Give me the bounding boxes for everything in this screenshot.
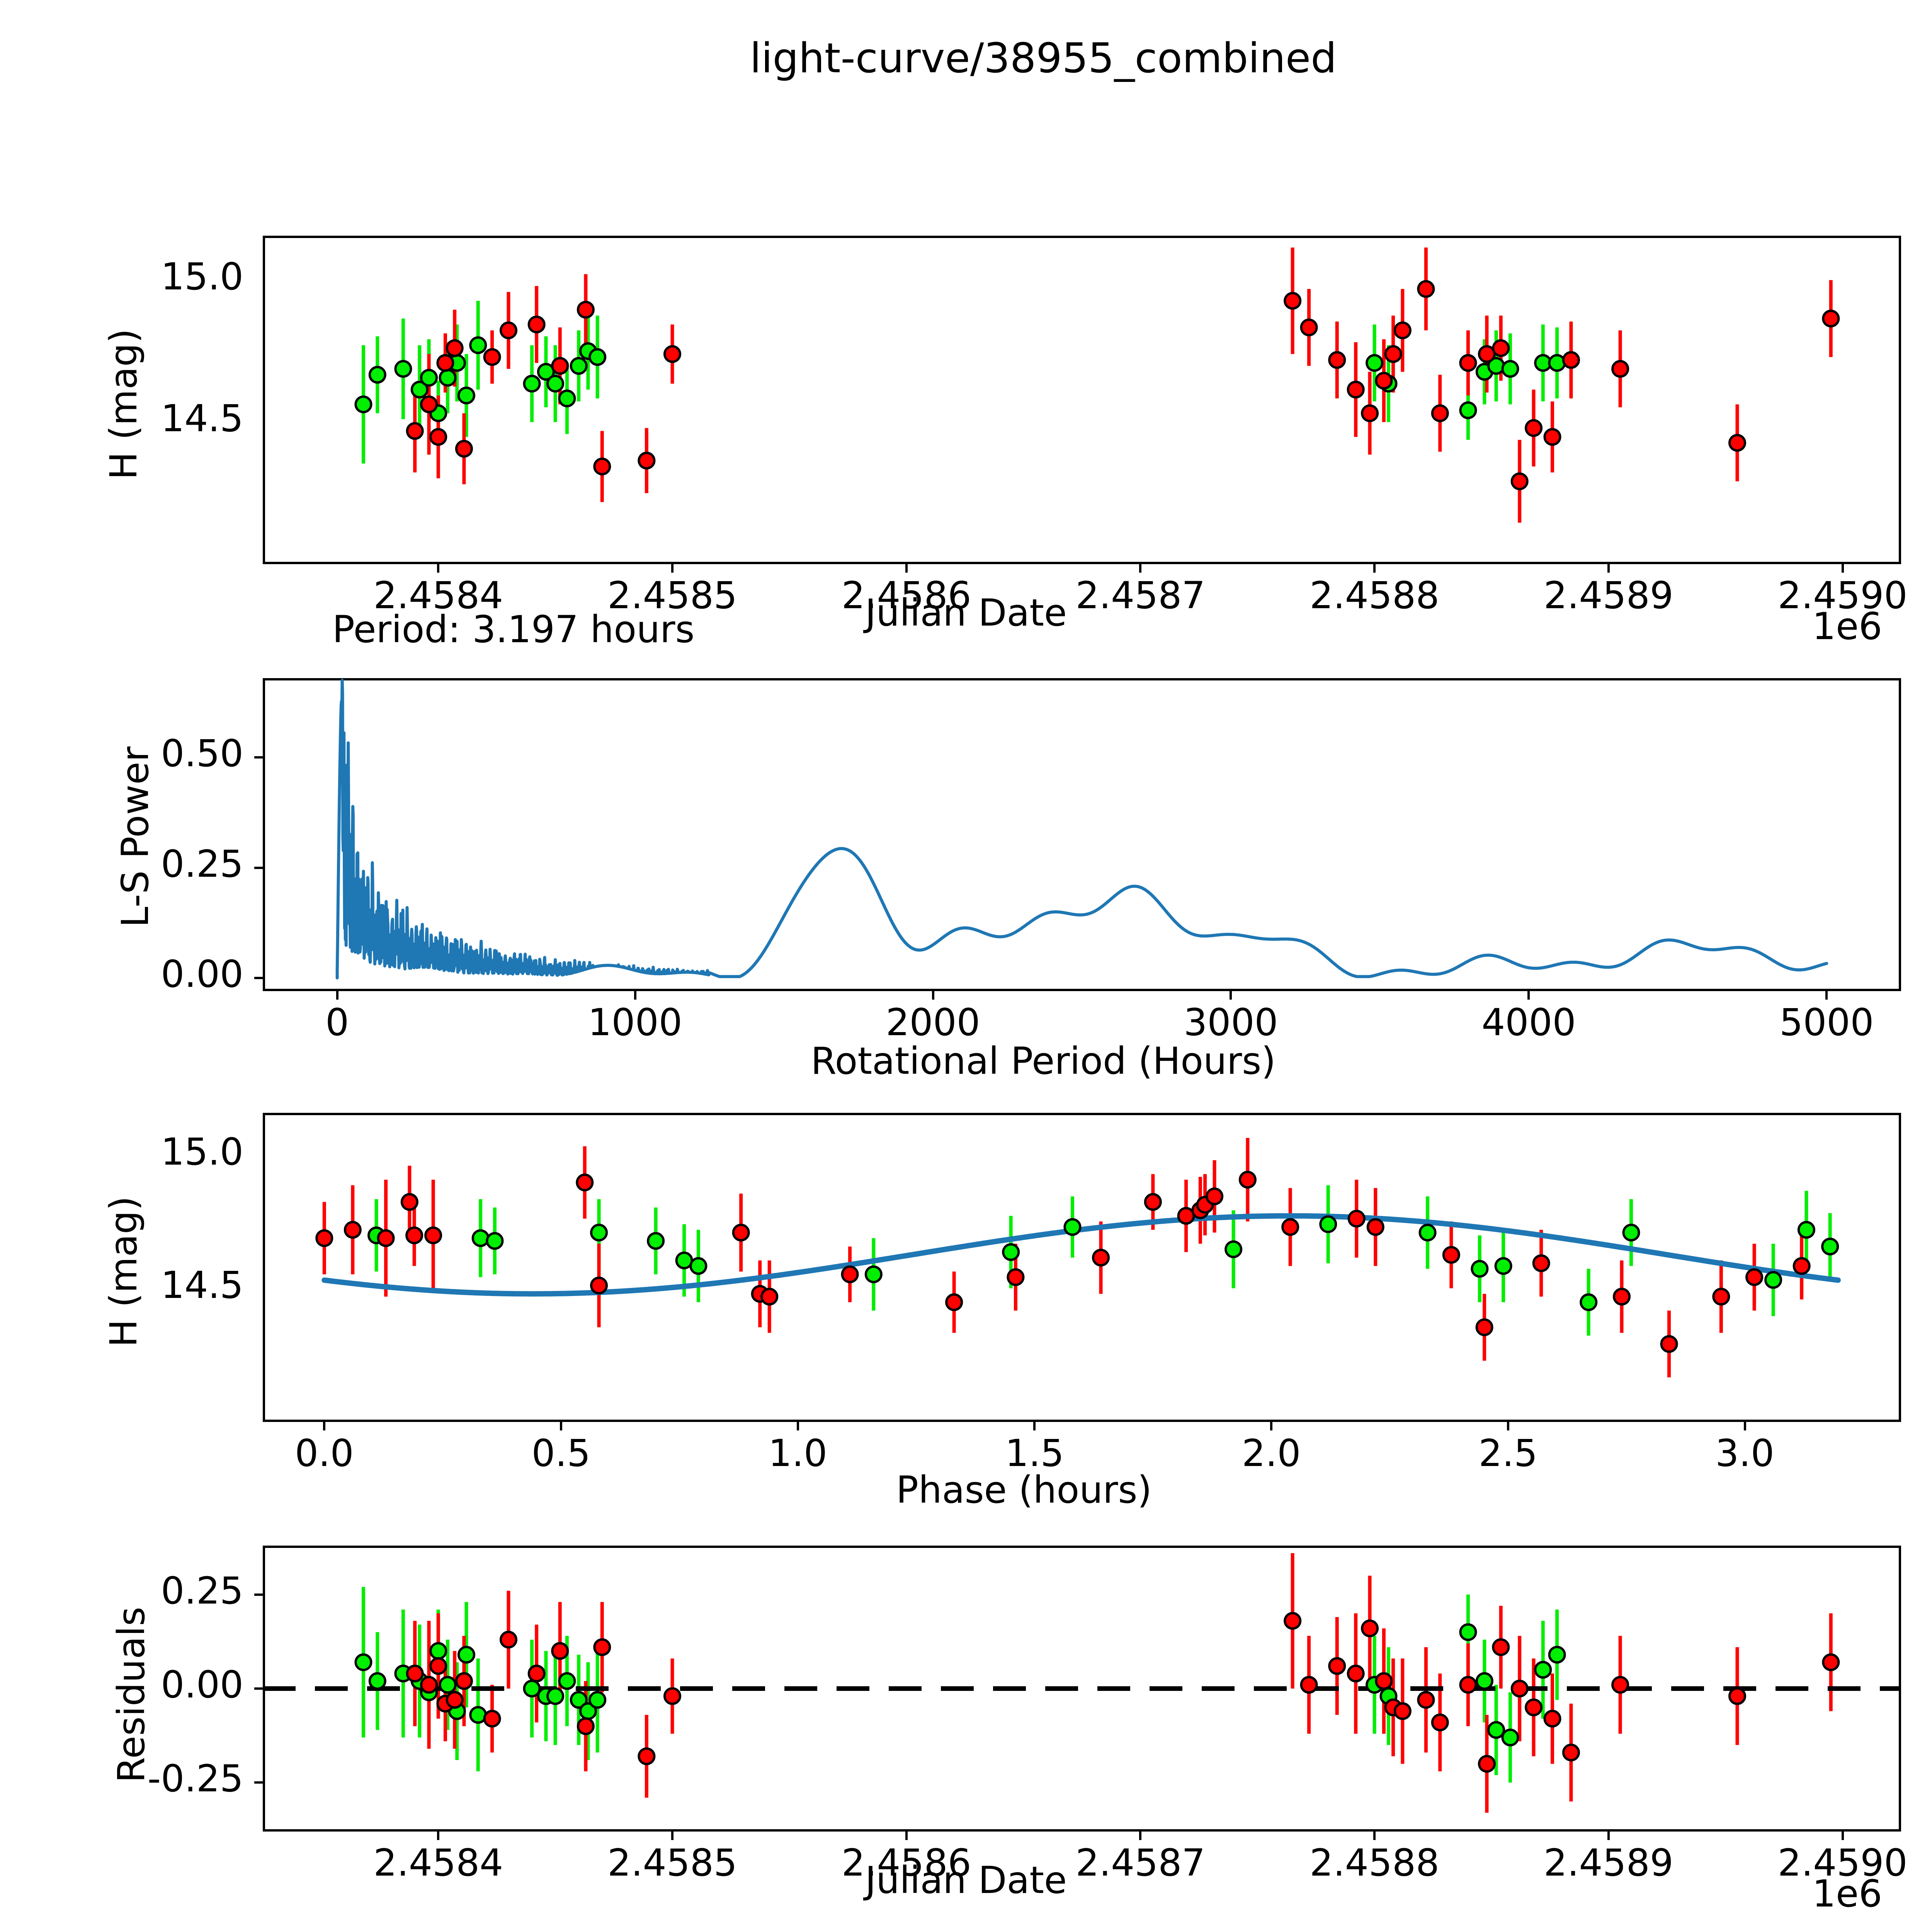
x-tick-label: 2.4584 [373,574,503,617]
x-tick-label: 2.4585 [607,1841,737,1884]
x-tick-label: 0.0 [294,1432,354,1475]
x-tick-mark [796,1422,799,1430]
x-tick-mark [560,1422,563,1430]
x-tick-mark [437,564,440,573]
panel2-plot-area [335,679,1828,980]
panel1-plot-area [354,247,1840,523]
x-tick-label: 1.0 [768,1432,828,1475]
panel-phase-folded [263,1113,1901,1422]
y-tick-label: 0.25 [161,842,243,886]
x-tick-mark [1607,564,1610,573]
panel3-axes-frame [263,1113,1901,1422]
x-tick-mark [905,564,908,573]
x-tick-mark [1270,1422,1273,1430]
x-tick-label: 2.4589 [1543,574,1673,617]
panel1-x-axis-label: Julian Date [865,591,1067,634]
x-tick-label: 2.4590 [1777,1841,1908,1884]
x-tick-mark [1230,991,1232,1000]
x-tick-mark [1139,1832,1142,1840]
x-tick-mark [1841,1832,1844,1840]
y-tick-mark [254,976,263,979]
x-tick-mark [1527,991,1530,1000]
panel2-y-axis-label: L-S Power [114,746,157,928]
panel3-plot-area [315,1138,1841,1378]
x-tick-label: 2.4586 [841,574,971,617]
panel4-plot-area [263,1553,1901,1813]
x-tick-label: 2.4586 [841,1841,971,1884]
y-tick-label: 0.00 [161,952,243,996]
panel4-x-offset-text: 1e6 [1812,1872,1883,1915]
x-tick-label: 1.5 [1005,1432,1064,1475]
y-tick-mark [254,1781,263,1784]
x-tick-label: 2.4588 [1310,1841,1440,1884]
x-tick-mark [1033,1422,1036,1430]
panel3-y-tick-label: 14.5 [161,1264,243,1307]
x-tick-label: 2.4589 [1543,1841,1673,1884]
x-tick-label: 2.5 [1478,1432,1538,1475]
y-tick-mark [254,1593,263,1596]
x-tick-label: 3.0 [1715,1432,1774,1475]
x-tick-label: 1000 [588,1001,682,1044]
x-tick-mark [932,991,934,1000]
x-tick-mark [1139,564,1142,573]
x-tick-label: 2.4584 [373,1841,503,1884]
y-tick-label: 0.00 [161,1663,243,1706]
x-tick-label: 2.4588 [1310,574,1440,617]
x-tick-mark [1743,1422,1746,1430]
x-tick-mark [1825,991,1828,1000]
page-title: light-curve/38955_combined [750,34,1337,82]
x-tick-mark [1373,564,1376,573]
x-tick-label: 2.4587 [1075,1841,1206,1884]
panel1-y-tick-label: 15.0 [161,255,243,298]
x-tick-mark [1607,1832,1610,1840]
x-tick-label: 2.4590 [1777,574,1908,617]
x-tick-label: 2.0 [1242,1432,1301,1475]
x-tick-mark [634,991,636,1000]
y-tick-mark [254,756,263,759]
x-tick-mark [1373,1832,1376,1840]
panel4-x-axis-label: Julian Date [865,1859,1067,1902]
x-tick-label: 2000 [886,1001,980,1044]
period-annotation: Period: 3.197 hours [332,608,695,651]
x-tick-mark [1507,1422,1509,1430]
x-tick-mark [1841,564,1844,573]
panel3-x-axis-label: Phase (hours) [896,1468,1152,1512]
panel2-x-axis-label: Rotational Period (Hours) [811,1039,1276,1083]
y-tick-mark [254,1687,263,1690]
y-tick-label: 0.25 [161,1569,243,1612]
panel-light-curve [263,236,1901,564]
x-tick-mark [336,991,338,1000]
x-tick-mark [671,564,673,573]
x-tick-label: 0 [325,1001,349,1044]
panel1-x-offset-text: 1e6 [1812,605,1883,648]
x-tick-label: 2.4587 [1075,574,1206,617]
x-tick-label: 4000 [1481,1001,1576,1044]
x-tick-mark [437,1832,440,1840]
x-tick-label: 0.5 [531,1432,591,1475]
y-tick-mark [254,866,263,869]
x-tick-mark [905,1832,908,1840]
y-tick-label: -0.25 [147,1757,243,1801]
panel2-axes-frame [263,678,1901,991]
panel3-y-tick-label: 15.0 [161,1130,243,1173]
panel1-y-tick-label: 14.5 [161,397,243,440]
panel-periodogram [263,678,1901,991]
x-tick-label: 2.4585 [607,574,737,617]
x-tick-label: 5000 [1779,1001,1874,1044]
y-tick-label: 0.50 [161,732,243,776]
x-tick-mark [671,1832,673,1840]
x-tick-mark [323,1422,326,1430]
x-tick-label: 3000 [1184,1001,1278,1044]
panel-residuals [263,1546,1901,1832]
